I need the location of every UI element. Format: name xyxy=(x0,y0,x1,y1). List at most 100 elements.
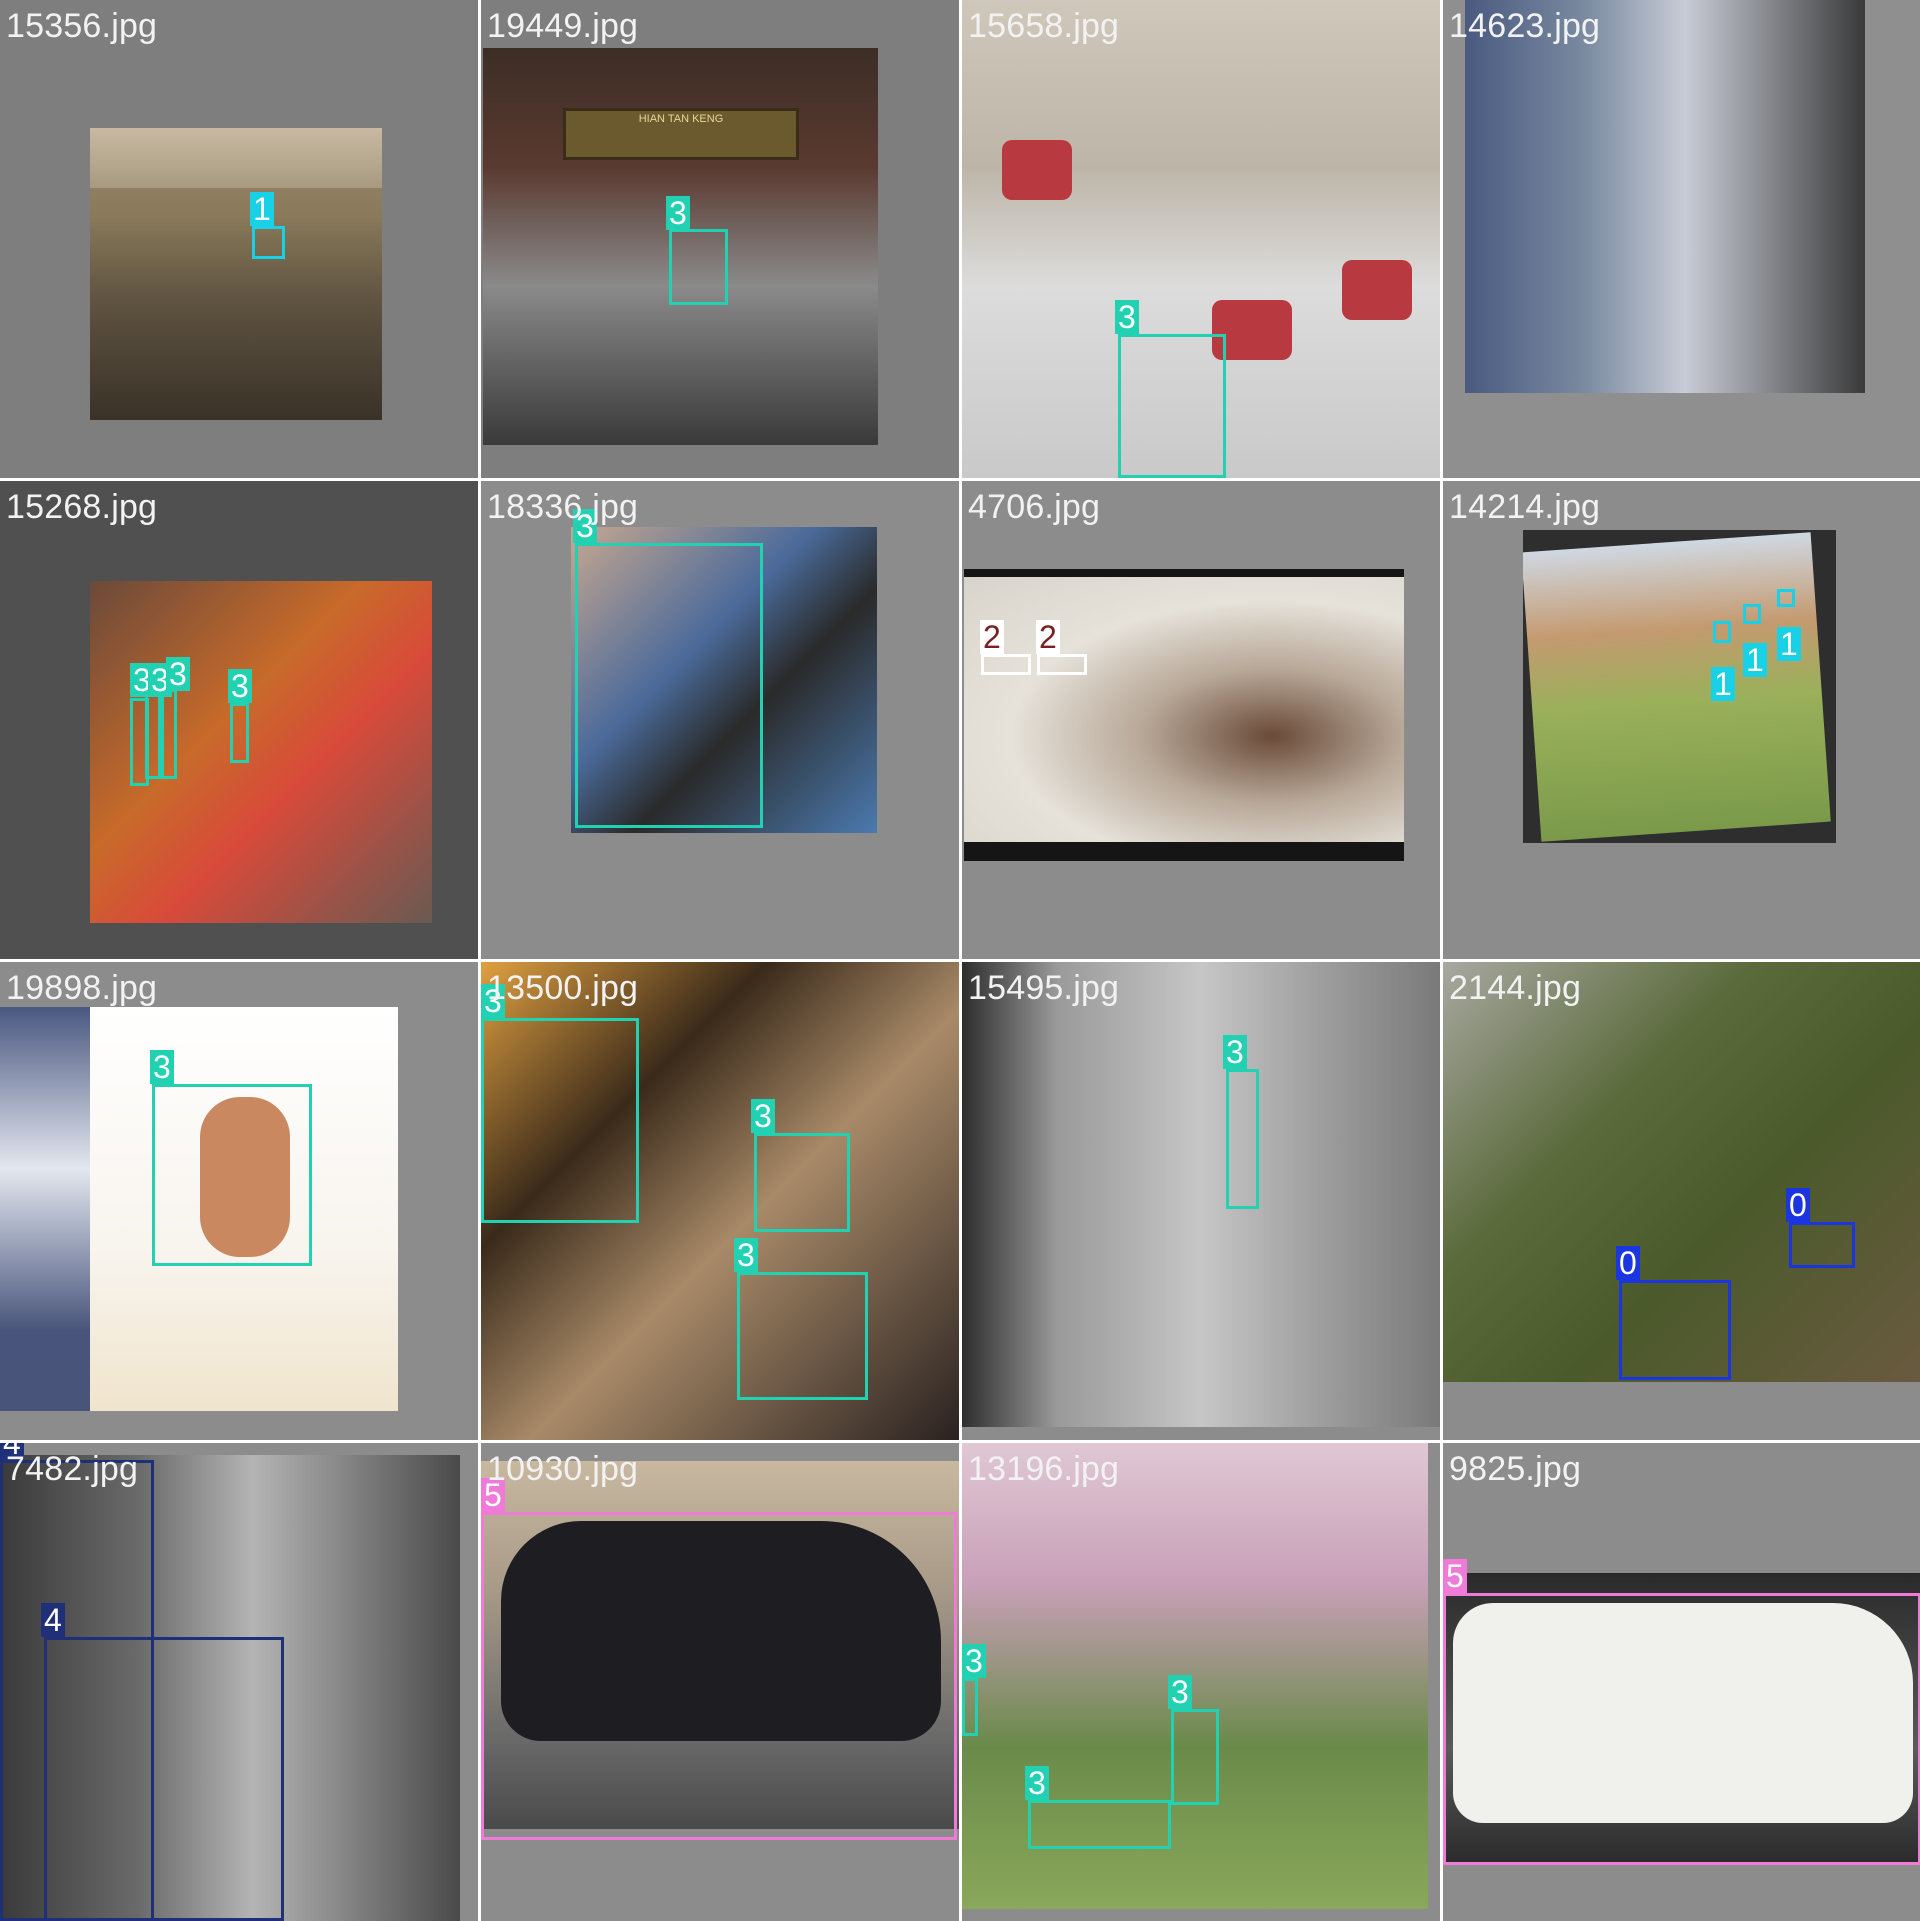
bbox-label: 5 xyxy=(1443,1559,1467,1593)
bbox-label: 3 xyxy=(573,509,597,543)
bbox-label: 3 xyxy=(751,1099,775,1133)
bbox xyxy=(1743,604,1761,624)
bbox xyxy=(1226,1069,1259,1209)
bbox xyxy=(981,654,1031,675)
bbox xyxy=(481,1512,957,1840)
filename: 15658.jpg xyxy=(968,7,1120,45)
tile-15495: 3 15495.jpg xyxy=(962,962,1440,1440)
bbox xyxy=(1619,1280,1731,1380)
filename: 14623.jpg xyxy=(1449,7,1601,45)
bbox-label: 3 xyxy=(228,669,252,703)
bbox xyxy=(962,1678,978,1736)
bbox-label: 3 xyxy=(1168,1675,1192,1709)
bbox xyxy=(737,1272,868,1400)
bbox-label: 1 xyxy=(1743,643,1767,677)
bbox xyxy=(575,543,763,828)
photo-7482 xyxy=(0,1455,460,1921)
bbox xyxy=(1171,1709,1219,1805)
photo-14214 xyxy=(1523,530,1836,843)
filename: 13500.jpg xyxy=(487,969,639,1007)
bbox-label: 3 xyxy=(666,196,690,230)
bbox xyxy=(1037,654,1087,675)
tile-4706: 2 2 4706.jpg xyxy=(962,481,1440,959)
tile-19449: HIAN TAN KENG 3 19449.jpg xyxy=(481,0,959,478)
bbox-label: 2 xyxy=(980,620,1004,654)
photo-13196 xyxy=(962,1443,1428,1909)
bbox-label: 3 xyxy=(1115,300,1139,334)
chair-red xyxy=(1002,140,1072,200)
bbox-label: 1 xyxy=(250,192,274,226)
photo-19449: HIAN TAN KENG xyxy=(483,48,878,445)
photo-2144 xyxy=(1443,962,1920,1382)
tile-15268: 3 3 3 3 15268.jpg xyxy=(0,481,478,959)
tile-15356: 1 15356.jpg xyxy=(0,0,478,478)
bbox xyxy=(1118,334,1226,478)
tile-13196: 3 3 3 13196.jpg xyxy=(962,1443,1440,1921)
bbox-label: 5 xyxy=(481,1478,505,1512)
filename: 2144.jpg xyxy=(1449,969,1582,1007)
bbox-label: 4 xyxy=(41,1603,65,1637)
bbox-label: 3 xyxy=(1223,1035,1247,1069)
bbox xyxy=(152,1084,312,1266)
person-diving xyxy=(200,1097,290,1257)
bbox-label: 3 xyxy=(962,1644,986,1678)
filename: 9825.jpg xyxy=(1449,1450,1582,1488)
temple-sign: HIAN TAN KENG xyxy=(563,108,799,160)
photo-4706 xyxy=(964,569,1404,861)
tile-13500: 3 3 3 13500.jpg xyxy=(481,962,959,1440)
photo-18336 xyxy=(571,527,877,833)
filename: 19449.jpg xyxy=(487,7,639,45)
bbox-label: 3 xyxy=(734,1238,758,1272)
filename: 7482.jpg xyxy=(6,1450,139,1488)
tile-18336: 3 18336.jpg xyxy=(481,481,959,959)
bbox-label: 0 xyxy=(1786,1188,1810,1222)
chair-red xyxy=(1342,260,1412,320)
bbox xyxy=(481,1018,639,1223)
filename: 4706.jpg xyxy=(968,488,1101,526)
filename: 18336.jpg xyxy=(487,488,639,526)
filename: 13196.jpg xyxy=(968,1450,1120,1488)
bbox xyxy=(158,689,177,779)
photo-15356 xyxy=(90,128,382,420)
photo-15495 xyxy=(962,962,1440,1427)
suv-white xyxy=(1453,1603,1913,1823)
tile-19898: 3 19898.jpg xyxy=(0,962,478,1440)
photo-19898 xyxy=(0,1007,398,1411)
photo-14623: MILITARYNEWS.COM xyxy=(1465,0,1865,393)
bbox-label: 0 xyxy=(1616,1246,1640,1280)
filename: 15268.jpg xyxy=(6,488,158,526)
temple-sign-text: HIAN TAN KENG xyxy=(638,113,724,125)
tile-15658: 3 15658.jpg xyxy=(962,0,1440,478)
bbox-label: 3 xyxy=(1025,1766,1049,1800)
bbox-label: 4 xyxy=(0,1443,24,1460)
bbox xyxy=(1713,621,1731,643)
photo-9825 xyxy=(1443,1573,1920,1865)
bbox xyxy=(252,226,285,259)
tile-2144: 0 0 2144.jpg xyxy=(1443,962,1920,1440)
car-black xyxy=(501,1521,941,1741)
tile-7482: 4 4 7482.jpg xyxy=(0,1443,478,1921)
flag-blur xyxy=(0,1007,90,1411)
tile-14623: MILITARYNEWS.COM 14623.jpg xyxy=(1443,0,1920,478)
tile-14214: 1 1 1 14214.jpg xyxy=(1443,481,1920,959)
bbox xyxy=(754,1133,850,1232)
photo-15658 xyxy=(962,0,1440,478)
filename: 10930.jpg xyxy=(487,1450,639,1488)
blurred-scene xyxy=(964,577,1404,842)
bbox xyxy=(230,703,249,763)
bbox xyxy=(44,1637,284,1921)
bbox xyxy=(1028,1800,1171,1849)
tile-9825: 5 9825.jpg xyxy=(1443,1443,1920,1921)
bbox xyxy=(1789,1222,1855,1268)
bbox-label: 3 xyxy=(130,663,154,697)
bbox-label: 3 xyxy=(148,663,172,697)
bbox-label: 2 xyxy=(1036,620,1060,654)
filename: 19898.jpg xyxy=(6,969,158,1007)
bbox xyxy=(1443,1593,1920,1865)
photo-sky xyxy=(90,128,382,188)
bbox-label: 3 xyxy=(481,984,505,1018)
bbox xyxy=(669,229,728,305)
bbox-label: 3 xyxy=(150,1050,174,1084)
photo-10930 xyxy=(481,1461,959,1829)
bbox-label: 3 xyxy=(166,657,190,691)
